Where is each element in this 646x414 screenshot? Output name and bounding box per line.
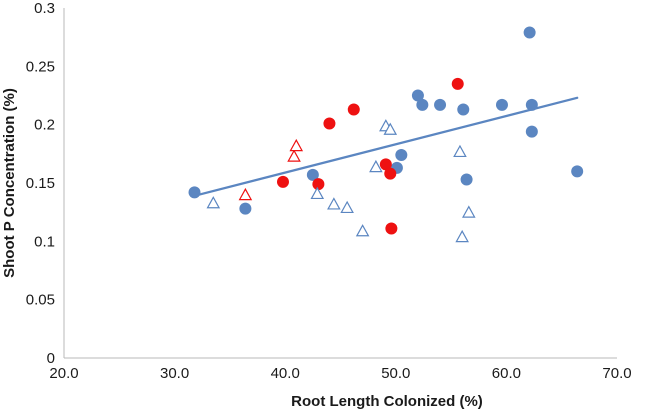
data-point <box>457 103 470 116</box>
data-point <box>525 125 538 138</box>
data-point <box>453 144 467 158</box>
x-tick-label: 70.0 <box>602 365 631 382</box>
data-point <box>385 222 398 235</box>
data-point <box>395 149 408 161</box>
data-point <box>523 26 536 39</box>
x-tick-label: 50.0 <box>381 365 410 382</box>
x-tick-label: 40.0 <box>271 365 300 382</box>
x-tick-label: 20.0 <box>49 365 78 382</box>
data-point <box>206 196 221 209</box>
data-point <box>310 186 325 200</box>
data-points <box>188 26 584 243</box>
data-point <box>379 158 392 171</box>
data-point <box>434 98 447 111</box>
data-point <box>355 224 370 237</box>
x-tick-label: 60.0 <box>492 365 521 382</box>
data-point <box>495 98 508 111</box>
x-tick-labels: 20.0 30.0 40.0 50.0 60.0 70.0 <box>49 365 631 382</box>
data-point <box>276 175 289 188</box>
data-point <box>340 200 354 214</box>
trendline <box>193 96 579 197</box>
data-point <box>460 173 473 186</box>
data-point <box>455 229 469 243</box>
y-tick-label: 0.2 <box>34 117 55 134</box>
data-point <box>451 77 464 90</box>
data-point <box>239 202 252 215</box>
data-point <box>411 89 424 102</box>
y-tick-labels: 0 0.05 0.1 0.15 0.2 0.25 0.3 <box>26 0 55 367</box>
data-point <box>312 178 325 191</box>
data-point <box>323 117 336 130</box>
data-point <box>306 168 319 181</box>
y-tick-label: 0.15 <box>26 175 55 192</box>
data-point <box>525 98 538 111</box>
data-point <box>384 167 397 180</box>
data-point <box>287 149 301 162</box>
x-tick-label: 30.0 <box>160 365 189 382</box>
y-axis-title: Shoot P Concentration (%) <box>1 88 18 278</box>
data-point <box>416 98 429 111</box>
data-point <box>369 159 383 173</box>
data-point <box>327 197 341 210</box>
trendline-group <box>193 96 579 197</box>
data-point <box>188 186 201 199</box>
y-tick-label: 0 <box>47 350 55 367</box>
axes <box>63 8 617 359</box>
y-tick-label: 0.3 <box>34 0 55 17</box>
data-point <box>462 205 476 218</box>
y-tick-label: 0.1 <box>34 233 55 250</box>
y-tick-label: 0.25 <box>26 58 55 75</box>
data-point <box>571 165 584 178</box>
data-point <box>383 122 398 135</box>
data-point <box>289 138 304 152</box>
y-tick-label: 0.05 <box>26 292 55 309</box>
data-point <box>238 187 253 201</box>
x-axis-title: Root Length Colonized (%) <box>291 393 483 410</box>
data-point <box>347 103 360 116</box>
